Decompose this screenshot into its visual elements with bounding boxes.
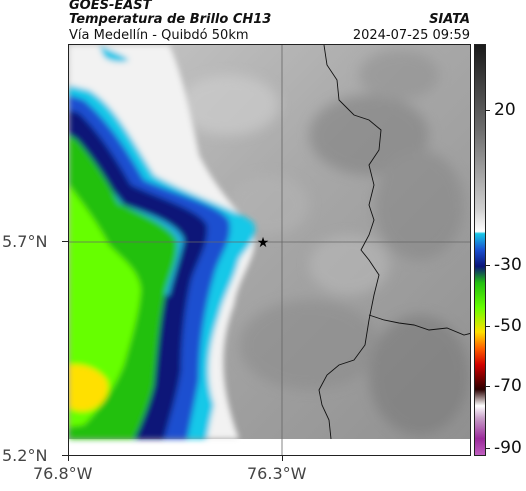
cb-tick-mark [486,448,490,449]
map-title: Temperatura de Brillo CH13 [69,12,272,27]
cb-tick-mark [486,110,490,111]
colorbar [474,44,486,456]
boundary-line [318,45,382,440]
no-data-strip [69,439,470,455]
ytick-mark [62,455,68,456]
boundary-line-east [368,314,470,336]
product-label: GOES-EAST [69,0,152,13]
xtick-label: 76.8°W [33,464,93,483]
timestamp-label: 2024-07-25 09:59 [352,28,470,43]
colorbar-fill [475,45,485,455]
xtick-label: 76.3°W [247,464,307,483]
cyan-blob [99,45,129,62]
colorbar-label: -90 [494,438,522,458]
colorbar-label: -30 [494,255,522,275]
cb-tick-mark [486,265,490,266]
cb-tick-mark [486,386,490,387]
cb-tick-mark [486,326,490,327]
colorbar-label: -50 [494,316,522,336]
agency-label: SIATA [429,12,470,27]
xtick-mark [282,456,283,461]
yellow-core [69,364,109,412]
star-marker-icon: ★ [257,235,270,251]
ytick-label: 5.2°N [2,446,48,465]
colorbar-label: -70 [494,376,522,396]
colorbar-label: 20 [494,100,516,120]
ytick-mark [62,241,68,242]
ytick-label: 5.7°N [2,232,48,251]
brightness-temperature-map: ★ [68,44,471,456]
colorbar-gradient [475,45,485,455]
map-subtitle: Vía Medellín - Quibdó 50km [69,28,249,43]
map-canvas: ★ [69,45,470,455]
xtick-mark [68,456,69,461]
